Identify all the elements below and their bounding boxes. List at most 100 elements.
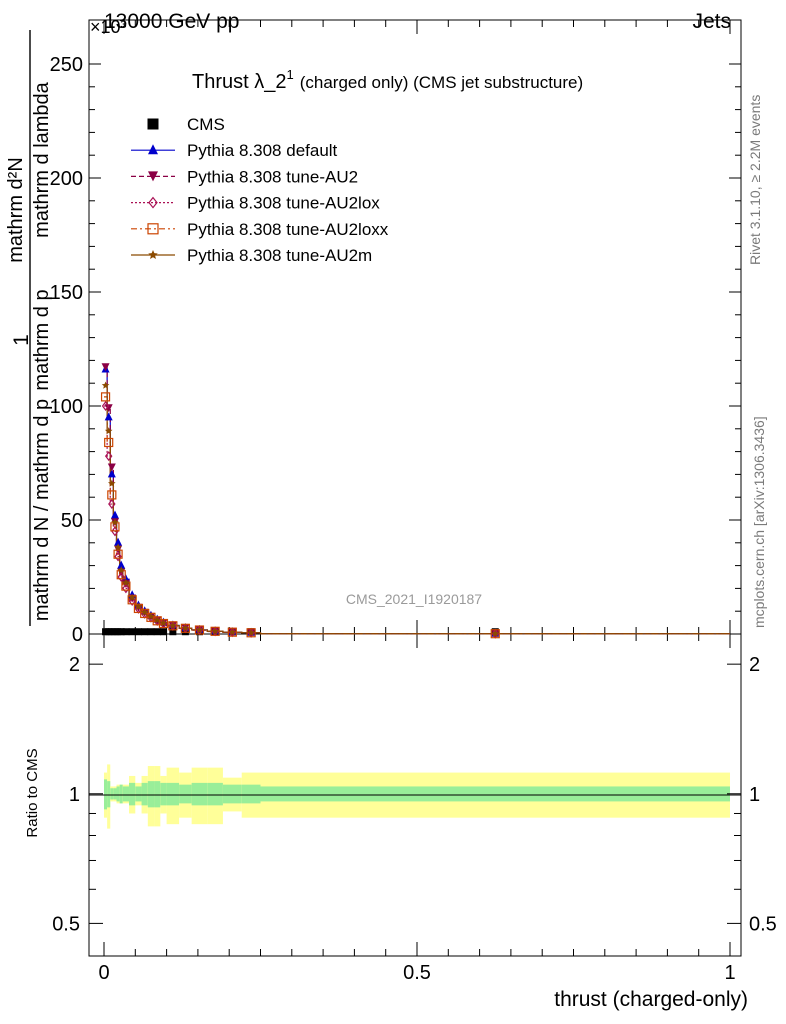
plot-title-rest: (charged only) (CMS jet substructure) (300, 73, 583, 92)
green-band-bin (129, 782, 136, 806)
ratio-ytick-label-right: 2 (749, 654, 760, 676)
data-point-4 (490, 629, 500, 639)
main-ytick-label: 50 (61, 510, 83, 532)
ratio-ytick-label-right: 1 (749, 784, 760, 806)
data-point-0 (147, 628, 155, 636)
ylabel-one: 1 (10, 334, 33, 346)
legend-label: Pythia 8.308 tune-AU2loxx (187, 220, 389, 239)
ylabel-denominator-3: mathrm d lambda (31, 81, 53, 237)
data-point-1 (104, 412, 113, 421)
ylabel-denominator: mathrm d N / mathrm d p (31, 399, 53, 621)
plot-title-sup: 1 (286, 67, 293, 82)
data-point-4 (113, 549, 123, 559)
main-ytick-label: 0 (72, 624, 83, 646)
green-band-bin (104, 779, 108, 810)
data-point-3 (104, 451, 113, 462)
legend-marker (148, 171, 158, 182)
ylabel-numerator: mathrm d²N (5, 157, 27, 263)
data-point-5 (153, 616, 162, 624)
ratio-uncertainty-bands (104, 764, 730, 829)
data-point-5 (159, 619, 168, 627)
data-point-5 (128, 593, 136, 601)
data-point-5 (111, 518, 119, 526)
data-point-1 (110, 510, 119, 519)
data-point-4 (104, 437, 114, 448)
green-band-bin (135, 786, 142, 802)
data-point-0 (134, 628, 142, 636)
data-point-5 (114, 543, 122, 551)
legend-marker (147, 223, 159, 235)
data-point-3 (111, 526, 119, 537)
data-point-5 (181, 624, 190, 632)
series-markers (100, 363, 500, 639)
data-point-1 (117, 560, 126, 569)
legend-marker (148, 144, 158, 155)
data-point-0 (141, 628, 149, 636)
green-band-bin (107, 781, 111, 808)
main-ytick-label: 250 (50, 54, 83, 76)
main-ytick-label: 200 (50, 168, 83, 190)
data-point-0 (128, 628, 136, 636)
ylabel-denominator-2: mathrm d p (31, 289, 53, 390)
ratio-ytick-label: 1 (69, 784, 80, 806)
data-point-3 (101, 401, 110, 411)
data-point-3 (122, 583, 130, 594)
axes: 0 50 100 150 200 250 0 0.5 1 0.5 1 2 0.5 1 2 (50, 20, 777, 984)
green-band-bin (166, 782, 180, 806)
x-tick-label: 0 (98, 962, 109, 984)
green-band-bin (122, 786, 130, 802)
data-point-5 (101, 381, 110, 389)
data-point-1 (114, 537, 123, 546)
data-point-2 (101, 363, 110, 372)
data-point-0 (153, 628, 161, 636)
green-band-bin (147, 781, 155, 808)
legend-label: Pythia 8.308 tune-AU2m (187, 246, 372, 265)
green-band-bin (119, 784, 123, 804)
data-point-5 (134, 602, 143, 610)
legend: CMS Pythia 8.308 default Pythia 8.308 tune… (131, 115, 389, 265)
main-plot-frame (88, 19, 742, 635)
legend-marker (148, 196, 158, 209)
legend-label: CMS (187, 115, 225, 134)
green-band-bin (222, 784, 242, 804)
analysis-watermark: CMS_2021_I1920187 (346, 591, 482, 607)
legend-marker (147, 118, 159, 130)
data-point-3 (117, 572, 125, 582)
data-point-5 (140, 608, 149, 616)
green-band-bin (154, 781, 161, 808)
ratio-ytick-label: 0.5 (52, 913, 80, 935)
data-point-5 (491, 629, 500, 637)
green-band-bin (260, 786, 730, 802)
green-band-bin (179, 784, 192, 804)
data-point-5 (108, 479, 116, 487)
data-point-4 (100, 392, 111, 402)
ratio-ylabel: Ratio to CMS (24, 748, 41, 837)
rivet-label: Rivet 3.1.10, ≥ 2.2M events (747, 95, 763, 265)
category-label: Jets (692, 10, 731, 33)
mcplots-label: mcplots.cern.ch [arXiv:1306.3436] (751, 416, 767, 628)
main-ytick-label: 100 (50, 396, 83, 418)
data-point-1 (107, 469, 116, 478)
legend-label: Pythia 8.308 tune-AU2 (187, 167, 358, 186)
green-band-bin (110, 788, 114, 800)
ratio-ytick-label-right: 0.5 (749, 913, 777, 935)
data-point-3 (114, 551, 122, 562)
data-point-0 (159, 628, 167, 636)
data-point-5 (228, 628, 237, 636)
plot-title: Thrust λ_21 (charged only) (CMS jet subst… (192, 67, 583, 93)
legend-label: Pythia 8.308 tune-AU2lox (187, 194, 380, 213)
green-band-bin (160, 782, 167, 806)
data-point-5 (104, 427, 113, 435)
main-ytick-label: 150 (50, 282, 83, 304)
data-point-5 (211, 627, 219, 635)
x-axis-label: thrust (charged-only) (554, 988, 748, 1011)
x-tick-label: 0.5 (403, 962, 431, 984)
green-band-bin (207, 782, 223, 806)
data-point-2 (104, 404, 113, 413)
main-ylabel: 1 mathrm d²N mathrm d N / mathrm d p mat… (5, 30, 53, 626)
green-band-bin (191, 782, 208, 806)
data-point-5 (247, 628, 255, 637)
legend-marker (148, 250, 158, 260)
data-point-4 (107, 490, 117, 500)
